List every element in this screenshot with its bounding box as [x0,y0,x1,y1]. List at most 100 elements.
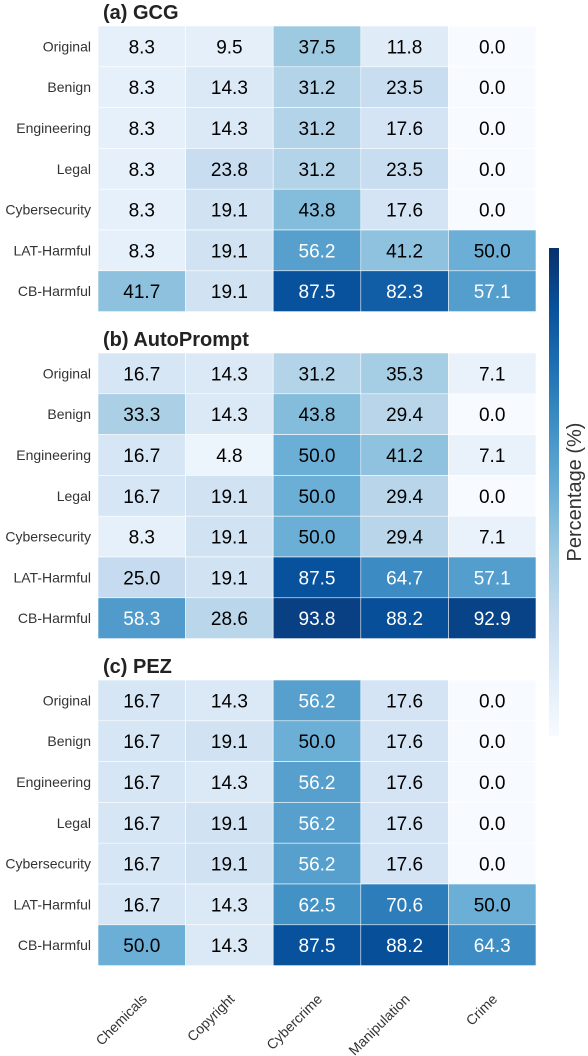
cell-value-label: 8.3 [129,528,155,549]
x-tick-label: Manipulation [345,991,412,1056]
cell-value-label: 8.3 [129,119,155,140]
heatmap-cell [272,188,362,231]
row-label: CB-Harmful [18,937,91,953]
heatmap-cell [448,556,537,599]
cell-value-label: 8.3 [129,241,155,262]
heatmap-cell [448,883,537,926]
heatmap-cell [360,107,449,149]
heatmap-cell [448,475,537,517]
cell-value-label: 16.7 [123,732,160,753]
heatmap-cell [185,802,274,844]
heatmap-cell [185,25,274,68]
cell-value-label: 64.3 [474,936,511,957]
heatmap-cell [360,229,449,272]
row-label: Legal [57,161,91,177]
cell-value-label: 9.5 [216,37,242,58]
cell-value-label: 31.2 [299,78,336,99]
cell-value-label: 0.0 [479,855,505,876]
heatmap-panel-1: (a) GCG Original 8.3 9.5 37.5 11.8 0.0 Benign 8.… [5,2,537,312]
heatmap-cell [272,761,362,803]
row-label: Cybersecurity [5,529,91,545]
cell-value-label: 19.1 [211,487,248,508]
heatmap-cell [360,761,449,803]
heatmap-cell [97,434,186,476]
row-label: Benign [47,79,91,95]
cell-value-label: 0.0 [479,78,505,99]
heatmap-cell [185,883,274,926]
cell-value-label: 31.2 [299,119,336,140]
heatmap-cell [97,761,186,803]
cell-value-label: 16.7 [123,855,160,876]
cell-value-label: 41.7 [123,282,160,303]
colorbar-label: Percentage (%) [564,423,586,562]
cell-value-label: 50.0 [474,895,511,916]
cell-value-label: 17.6 [386,201,423,222]
colorbar: Percentage (%) [549,248,586,736]
cell-value-label: 19.1 [211,241,248,262]
cell-value-label: 0.0 [479,201,505,222]
heatmap-cell [448,148,537,190]
row-label: Engineering [16,447,91,463]
heatmap-cell [97,475,186,517]
heatmap-cell [185,924,274,966]
cell-value-label: 17.6 [386,691,423,712]
cell-value-label: 17.6 [386,119,423,140]
row-label: Engineering [16,120,91,136]
cell-value-label: 16.7 [123,773,160,794]
cell-value-label: 17.6 [386,855,423,876]
heatmap-cell [360,842,449,885]
heatmap-cell [185,229,274,272]
row-label: Cybersecurity [5,856,91,872]
cell-value-label: 14.3 [211,773,248,794]
heatmap-cell [448,802,537,844]
heatmap-cell [360,556,449,599]
row-label: Original [43,692,91,708]
heatmap-cell [185,842,274,885]
heatmap-cell [448,924,537,966]
heatmap-cell [97,597,186,639]
cell-value-label: 82.3 [386,282,423,303]
cell-value-label: 14.3 [211,691,248,712]
cell-value-label: 8.3 [129,201,155,222]
heatmap-cell [448,107,537,149]
heatmap-cell [448,229,537,272]
cell-value-label: 58.3 [123,609,160,630]
cell-value-label: 93.8 [299,609,336,630]
cell-value-label: 64.7 [386,568,423,589]
x-tick-label: Cybercrime [263,991,325,1053]
cell-value-label: 31.2 [299,364,336,385]
row-label: Legal [57,488,91,504]
row-label: Cybersecurity [5,202,91,218]
cell-value-label: 31.2 [299,160,336,181]
cell-value-label: 19.1 [211,814,248,835]
cell-value-label: 50.0 [299,487,336,508]
cell-value-label: 0.0 [479,732,505,753]
cell-value-label: 19.1 [211,732,248,753]
x-tick-label: Copyright [184,991,238,1045]
cell-value-label: 4.8 [216,446,242,467]
row-label: Legal [57,815,91,831]
cell-value-label: 16.7 [123,364,160,385]
cell-value-label: 50.0 [474,241,511,262]
heatmap-cell [448,188,537,231]
x-tick-labels: Chemicals Copyright Cybercrime Manipulation… [92,991,500,1056]
cell-value-label: 19.1 [211,201,248,222]
heatmap-cell [185,393,274,435]
heatmap-cell [360,434,449,476]
heatmap-cell [97,720,186,762]
cell-value-label: 29.4 [386,405,423,426]
heatmap-cell [272,924,362,966]
cell-value-label: 87.5 [299,936,336,957]
heatmap-cell [97,556,186,599]
heatmap-cell [448,720,537,762]
cell-value-label: 62.5 [299,895,336,916]
heatmap-panels: (a) GCG Original 8.3 9.5 37.5 11.8 0.0 Benign 8.… [5,2,537,966]
cell-value-label: 0.0 [479,405,505,426]
heatmap-cell [360,597,449,639]
heatmap-cell [272,107,362,149]
cell-value-label: 29.4 [386,528,423,549]
cell-value-label: 35.3 [386,364,423,385]
cell-value-label: 17.6 [386,732,423,753]
heatmap-cell [360,515,449,558]
row-label: CB-Harmful [18,610,91,626]
